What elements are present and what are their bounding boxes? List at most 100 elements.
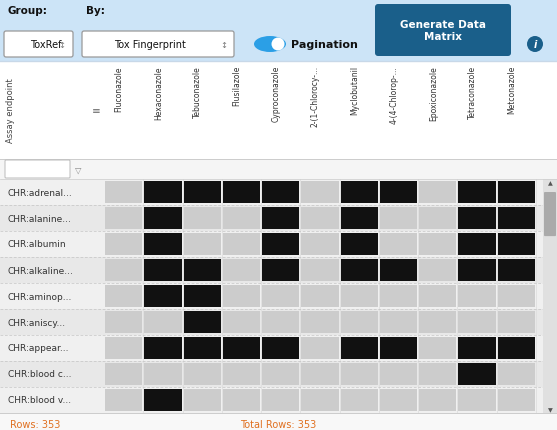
Bar — [458, 208, 496, 230]
Text: CHR:blood v...: CHR:blood v... — [8, 396, 71, 405]
Bar — [341, 311, 378, 333]
Bar — [223, 311, 260, 333]
Bar — [0, 0, 557, 62]
Bar — [144, 181, 182, 203]
Bar — [105, 181, 142, 203]
Text: CHR:aniscy...: CHR:aniscy... — [8, 318, 66, 327]
Bar — [419, 286, 456, 307]
Bar — [144, 208, 182, 230]
Bar — [498, 286, 535, 307]
Text: Tebuconazole: Tebuconazole — [193, 66, 202, 117]
Bar — [144, 233, 182, 255]
FancyBboxPatch shape — [82, 32, 234, 58]
Bar — [262, 389, 299, 411]
Bar — [0, 283, 543, 309]
Bar — [458, 311, 496, 333]
FancyBboxPatch shape — [4, 32, 73, 58]
Text: CHR:alkaline...: CHR:alkaline... — [8, 266, 74, 275]
Bar — [301, 389, 339, 411]
Bar — [498, 181, 535, 203]
Bar — [341, 181, 378, 203]
Text: 2-(1-Chlorocy-...: 2-(1-Chlorocy-... — [311, 66, 320, 127]
Text: CHR:alanine...: CHR:alanine... — [8, 214, 72, 223]
Bar — [341, 208, 378, 230]
Bar — [105, 337, 142, 359]
Text: Generate Data
Matrix: Generate Data Matrix — [400, 20, 486, 42]
Bar — [498, 389, 535, 411]
Bar — [419, 181, 456, 203]
Bar — [498, 363, 535, 385]
Bar — [341, 286, 378, 307]
Bar — [458, 389, 496, 411]
Bar — [380, 181, 417, 203]
Bar — [458, 259, 496, 281]
Bar — [301, 337, 339, 359]
Bar — [380, 233, 417, 255]
Bar — [498, 208, 535, 230]
Bar — [419, 337, 456, 359]
Bar — [223, 337, 260, 359]
Text: Metconazole: Metconazole — [507, 66, 516, 114]
Bar — [341, 337, 378, 359]
Bar — [301, 181, 339, 203]
Text: Flusilazole: Flusilazole — [232, 66, 241, 106]
Bar — [458, 286, 496, 307]
Bar — [0, 413, 557, 430]
Bar — [184, 208, 221, 230]
Bar — [184, 389, 221, 411]
Bar — [419, 389, 456, 411]
Text: Epoxiconazole: Epoxiconazole — [429, 66, 438, 120]
Bar — [184, 181, 221, 203]
Bar — [262, 233, 299, 255]
Bar — [341, 389, 378, 411]
Bar — [458, 181, 496, 203]
Bar — [419, 233, 456, 255]
Bar — [184, 363, 221, 385]
Bar — [0, 335, 543, 361]
Bar — [0, 361, 543, 387]
Text: Rows: 353: Rows: 353 — [10, 419, 60, 429]
Bar — [458, 363, 496, 385]
Bar — [184, 286, 221, 307]
Text: Cyproconazole: Cyproconazole — [272, 66, 281, 122]
Bar — [0, 160, 557, 180]
Text: CHR:albumin: CHR:albumin — [8, 240, 67, 249]
Bar — [0, 62, 557, 160]
Bar — [301, 208, 339, 230]
Bar — [223, 286, 260, 307]
Bar — [223, 233, 260, 255]
Bar — [0, 258, 543, 283]
Bar — [0, 387, 543, 413]
Bar — [498, 337, 535, 359]
Bar — [184, 337, 221, 359]
Bar — [184, 233, 221, 255]
Bar — [498, 259, 535, 281]
Bar — [223, 259, 260, 281]
Bar — [144, 389, 182, 411]
Text: Total Rows: 353: Total Rows: 353 — [241, 419, 316, 429]
Bar — [105, 311, 142, 333]
Bar — [144, 337, 182, 359]
Bar — [380, 311, 417, 333]
Bar — [301, 233, 339, 255]
Text: 4-(4-Chlorop-...: 4-(4-Chlorop-... — [389, 66, 399, 123]
Bar — [105, 363, 142, 385]
Bar — [262, 363, 299, 385]
Text: CHR:blood c...: CHR:blood c... — [8, 370, 71, 379]
Text: Tox Fingerprint: Tox Fingerprint — [114, 40, 186, 50]
Bar — [105, 286, 142, 307]
Bar — [0, 231, 543, 258]
Text: ▽: ▽ — [75, 165, 81, 174]
Bar — [341, 259, 378, 281]
FancyBboxPatch shape — [375, 5, 511, 57]
Bar — [419, 208, 456, 230]
Bar — [0, 309, 543, 335]
FancyBboxPatch shape — [5, 161, 70, 178]
Circle shape — [527, 37, 543, 53]
Text: ToxRef: ToxRef — [30, 40, 61, 50]
Bar — [105, 208, 142, 230]
Bar — [419, 363, 456, 385]
Bar — [341, 363, 378, 385]
Bar — [301, 259, 339, 281]
Bar — [380, 208, 417, 230]
